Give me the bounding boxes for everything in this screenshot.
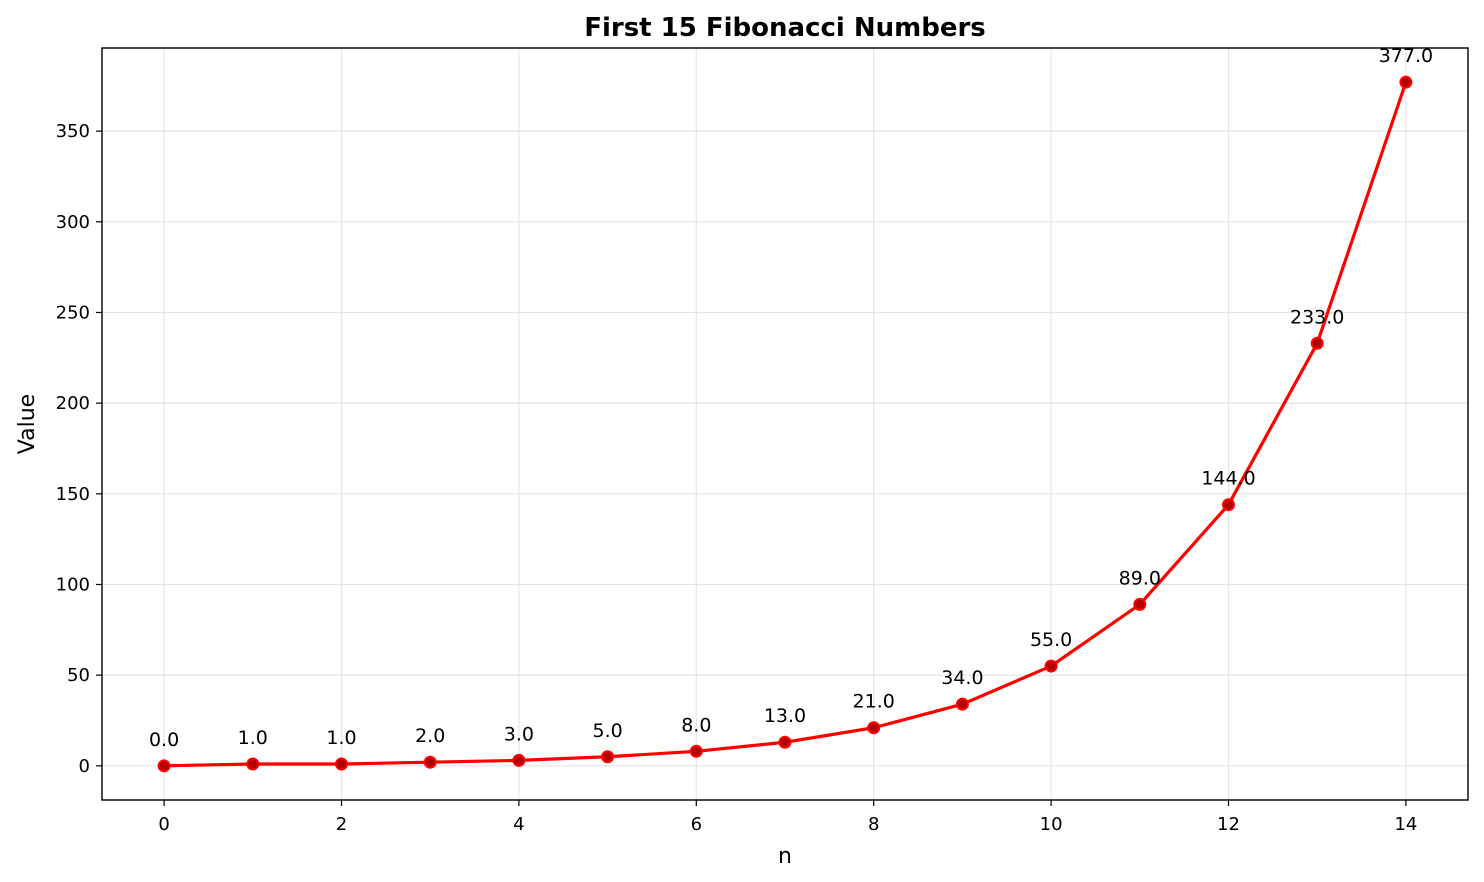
y-tick-label: 200 [56, 393, 90, 414]
x-tick-label: 8 [868, 814, 879, 835]
x-tick-label: 6 [691, 814, 702, 835]
data-label: 13.0 [764, 705, 806, 727]
y-tick-label: 150 [56, 484, 90, 505]
series-layer [157, 75, 1413, 773]
data-label: 55.0 [1030, 629, 1072, 651]
y-tick-label: 50 [67, 665, 90, 686]
data-point [778, 735, 792, 749]
data-label: 2.0 [415, 725, 445, 747]
data-point [1399, 75, 1413, 89]
data-label: 3.0 [504, 723, 534, 745]
axes: 0 2 4 6 8 10 12 14 0 50 100 150 200 250 300 350 [56, 121, 1418, 835]
plot-frame [101, 47, 1469, 801]
y-tick-label: 100 [56, 574, 90, 595]
data-point [246, 757, 260, 771]
y-tick-label: 250 [56, 302, 90, 323]
x-tick-label: 10 [1040, 814, 1063, 835]
x-tick-label: 4 [513, 814, 524, 835]
x-tick-label: 0 [158, 814, 169, 835]
data-label: 1.0 [238, 727, 268, 749]
x-axis-label: n [778, 844, 792, 869]
data-point [955, 697, 969, 711]
data-point [1133, 597, 1147, 611]
data-label: 0.0 [149, 729, 179, 751]
data-point [423, 755, 437, 769]
data-label: 21.0 [853, 691, 895, 713]
data-label: 34.0 [941, 667, 983, 689]
data-label: 1.0 [326, 727, 356, 749]
data-point [1310, 336, 1324, 350]
y-tick-label: 350 [56, 121, 90, 142]
data-point [512, 753, 526, 767]
chart-title: First 15 Fibonacci Numbers [584, 13, 986, 43]
data-point [601, 750, 615, 764]
grid [102, 48, 1468, 800]
data-labels: 0.0 1.0 1.0 2.0 3.0 5.0 8.0 13.0 21.0 34.0 55.0 89.… [149, 45, 1433, 751]
data-point [157, 759, 171, 773]
y-tick-label: 0 [79, 756, 90, 777]
x-tick-label: 2 [336, 814, 347, 835]
data-point [1222, 498, 1236, 512]
data-point [334, 757, 348, 771]
data-point [1044, 659, 1058, 673]
data-point [867, 721, 881, 735]
data-label: 89.0 [1119, 567, 1161, 589]
data-label: 233.0 [1290, 306, 1344, 328]
y-tick-label: 300 [56, 212, 90, 233]
data-point [689, 744, 703, 758]
y-axis-label: Value [15, 394, 40, 454]
data-label: 5.0 [592, 720, 622, 742]
series-line [162, 80, 1408, 768]
data-label: 144.0 [1201, 468, 1255, 490]
x-tick-label: 12 [1217, 814, 1240, 835]
data-label: 377.0 [1379, 45, 1433, 67]
data-label: 8.0 [681, 714, 711, 736]
x-tick-label: 14 [1394, 814, 1417, 835]
